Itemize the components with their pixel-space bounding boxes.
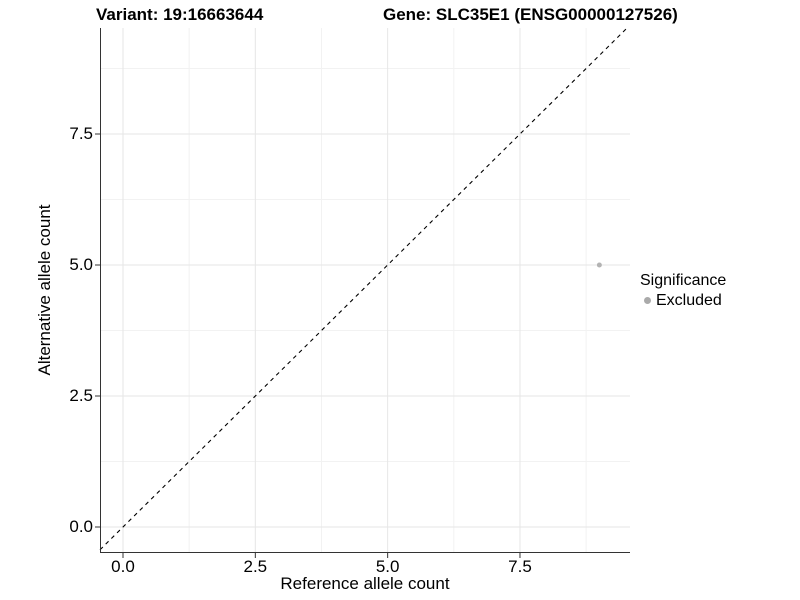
- x-tick-label: 5.0: [375, 557, 400, 576]
- x-axis-title: Reference allele count: [280, 574, 450, 593]
- legend: Significance Excluded: [640, 271, 726, 310]
- y-axis-title: Alternative allele count: [35, 204, 54, 376]
- legend-title: Significance: [640, 272, 727, 289]
- x-tick-label: 7.5: [508, 557, 532, 576]
- x-tick-label: 2.5: [243, 557, 268, 576]
- data-point-excluded: [596, 262, 602, 268]
- x-tick-label: 0.0: [111, 557, 135, 576]
- legend-key-dot-icon: [644, 297, 651, 304]
- legend-entry-excluded: Excluded: [640, 291, 726, 310]
- plot-title-gene: Gene: SLC35E1 (ENSG00000127526): [383, 5, 678, 24]
- plot-title-variant: Variant: 19:16663644: [96, 5, 264, 24]
- y-tick-label: 0.0: [69, 517, 93, 536]
- diagonal-reference-line: [99, 28, 628, 551]
- legend-entry-label: Excluded: [656, 292, 722, 309]
- y-tick-label: 2.5: [69, 386, 93, 405]
- plot-panel: [95, 28, 630, 558]
- y-tick-label: 7.5: [69, 124, 93, 143]
- y-tick-label: 5.0: [69, 255, 93, 274]
